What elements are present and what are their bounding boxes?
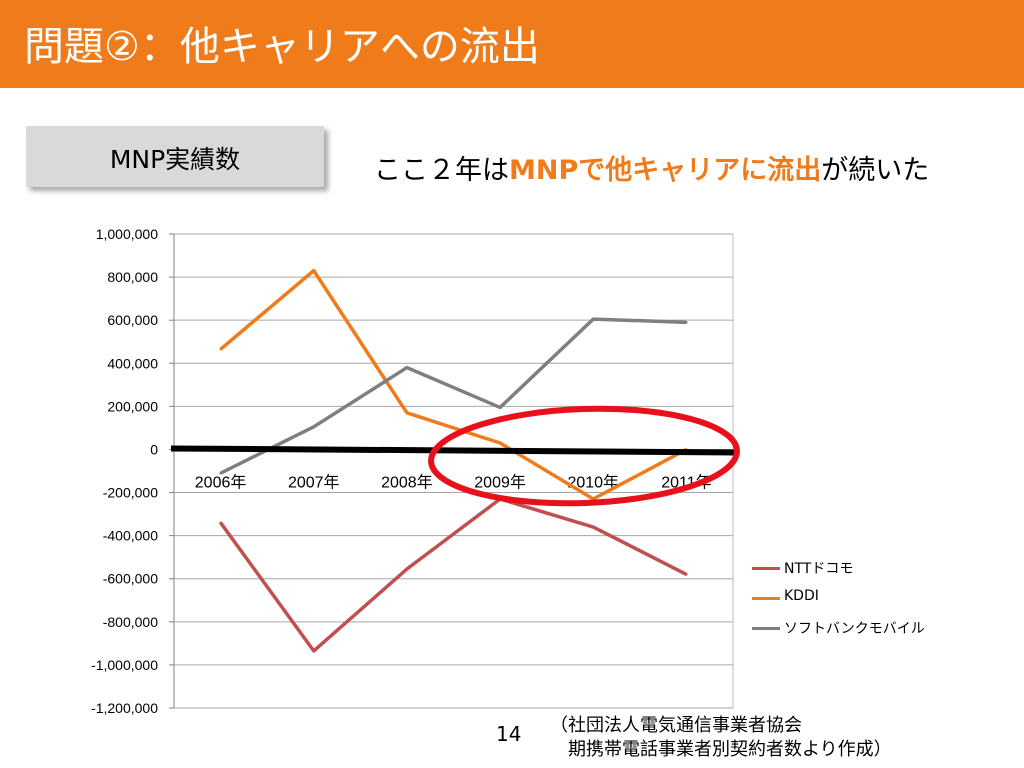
data-point: [405, 411, 409, 415]
y-tick-label: 400,000: [107, 355, 158, 371]
x-tick-label: 2007年: [288, 473, 340, 491]
series-line: [219, 268, 688, 501]
data-point: [498, 441, 502, 445]
y-tick-label: 800,000: [107, 269, 158, 285]
title-bar: 問題②：他キャリアへの流出: [0, 0, 1024, 88]
x-tick-label: 2008年: [381, 473, 433, 491]
y-tick-label: -1,000,000: [91, 657, 158, 673]
y-tick-label: 200,000: [107, 398, 158, 414]
y-tick-label: -800,000: [103, 614, 158, 630]
data-point: [685, 321, 688, 324]
data-point: [219, 348, 222, 351]
legend-label-docomo: NTTドコモ: [784, 561, 854, 577]
x-tick-label: 2009年: [474, 473, 526, 491]
data-point: [219, 471, 222, 475]
source-line-2: 期携帯電話事業者別契約者数より作成）: [568, 739, 892, 760]
y-tick-label: -1,200,000: [91, 700, 158, 716]
y-tick-label: 1,000,000: [96, 226, 158, 242]
data-point: [312, 425, 315, 429]
page-number: 14: [496, 722, 522, 746]
data-point: [312, 649, 315, 653]
data-point: [405, 567, 409, 571]
mnp-label-box: MNP実績数: [26, 126, 324, 187]
legend-swatch-softbank: [752, 627, 780, 630]
headline: ここ２年はMNPで他キャリアに流出が続いた: [374, 148, 929, 187]
highlight-ellipse: [428, 405, 740, 507]
data-point: [312, 269, 315, 272]
mnp-label: MNP実績数: [109, 145, 241, 174]
zero-axis-line: [170, 445, 739, 456]
headline-highlight: MNPで他キャリアに流出: [509, 155, 822, 186]
y-tick-label: -200,000: [103, 485, 158, 501]
data-point: [592, 317, 595, 321]
y-tick-label: -400,000: [103, 528, 158, 544]
x-tick-label: 2006年: [195, 473, 247, 491]
data-point: [685, 573, 688, 576]
y-tick-label: 0: [150, 441, 158, 457]
headline-post: が続いた: [821, 155, 930, 186]
x-tick-label: 2010年: [567, 473, 619, 491]
y-tick-label: 600,000: [107, 312, 158, 328]
x-tick-label: 2011年: [661, 473, 711, 491]
legend-label-kddi: KDDI: [784, 588, 819, 604]
source-line-1: （社団法人電気通信事業者協会: [550, 715, 802, 736]
data-point: [592, 497, 595, 501]
legend-swatch-kddi: [752, 597, 780, 600]
data-point: [592, 525, 595, 529]
source-note: （社団法人電気通信事業者協会 期携帯電話事業者別契約者数より作成）: [550, 714, 892, 762]
legend-swatch-docomo: [752, 567, 780, 570]
y-tick-label: -600,000: [103, 571, 158, 587]
slide-title: 問題②：他キャリアへの流出: [24, 24, 540, 70]
headline-pre: ここ２年は: [374, 155, 509, 186]
data-point: [219, 521, 222, 524]
data-point: [498, 406, 502, 409]
data-point: [405, 366, 409, 369]
legend-label-softbank: ソフトバンクモバイル: [784, 621, 925, 637]
series-line: [219, 497, 688, 653]
series-line: [219, 317, 687, 475]
